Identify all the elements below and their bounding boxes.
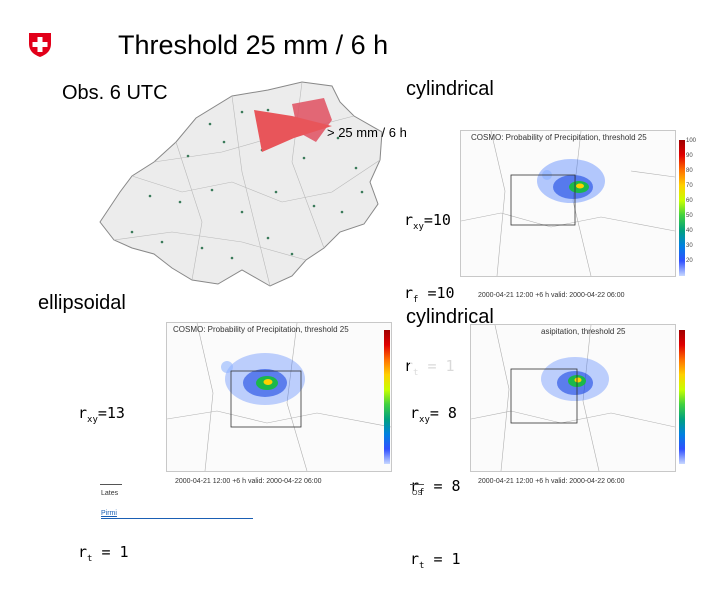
observation-map [92, 72, 392, 304]
colorbar [679, 140, 685, 276]
rf-value: 8 [442, 477, 461, 495]
colorbar [679, 330, 685, 464]
rt-value: 1 [442, 550, 461, 568]
swiss-flag-icon [26, 30, 54, 58]
arrow-label: > 25 mm / 6 h [327, 125, 407, 140]
colorbar [384, 330, 390, 464]
divider-line [100, 484, 122, 485]
panel-title: asipitation, threshold 25 [541, 327, 626, 336]
arrow-shape [254, 108, 334, 158]
rxy-value: 10 [432, 211, 451, 229]
pirmi-link[interactable]: Pirmi [101, 510, 117, 517]
stamp-text: OS [412, 490, 423, 497]
latest-text: Lates [101, 490, 119, 497]
forecast-panel-top: COSMO: Probability of Precipitation, thr… [460, 130, 676, 277]
panel-title: COSMO: Probability of Precipitation, thr… [471, 133, 647, 142]
link-underline [101, 518, 253, 519]
panel-footer: 2000-04-21 12:00 +6 h valid: 2000-04-22 … [175, 478, 322, 485]
cylindrical-label-bottom: cylindrical [406, 306, 494, 328]
params-bottom-cylindrical: rxy= 8 rf = 8 rt = 1 [410, 358, 461, 599]
rf-value: 10 [436, 284, 455, 302]
forecast-panel-bottom-right: asipitation, threshold 25 [470, 324, 676, 472]
panel-footer: 2000-04-21 12:00 +6 h valid: 2000-04-22 … [478, 478, 625, 485]
panel-title: COSMO: Probability of Precipitation, thr… [173, 325, 349, 334]
params-ellipsoidal: rxy=13 rt = 1 [78, 404, 129, 564]
panel-footer: 2000-04-21 12:00 +6 h valid: 2000-04-22 … [478, 292, 625, 299]
rxy-value: 13 [106, 404, 125, 422]
rt-value: 1 [119, 543, 129, 561]
cylindrical-label-top: cylindrical [406, 78, 494, 100]
ellipsoidal-label: ellipsoidal [38, 292, 126, 314]
colorbar-ticks: 100 90 80 70 60 50 40 30 20 [686, 138, 697, 264]
forecast-panel-ellipsoidal: COSMO: Probability of Precipitation, thr… [166, 322, 392, 472]
obs-label: Obs. 6 UTC [58, 82, 172, 105]
rxy-value: 8 [438, 404, 457, 422]
divider-line [410, 484, 424, 485]
page-title: Threshold 25 mm / 6 h [118, 30, 389, 60]
